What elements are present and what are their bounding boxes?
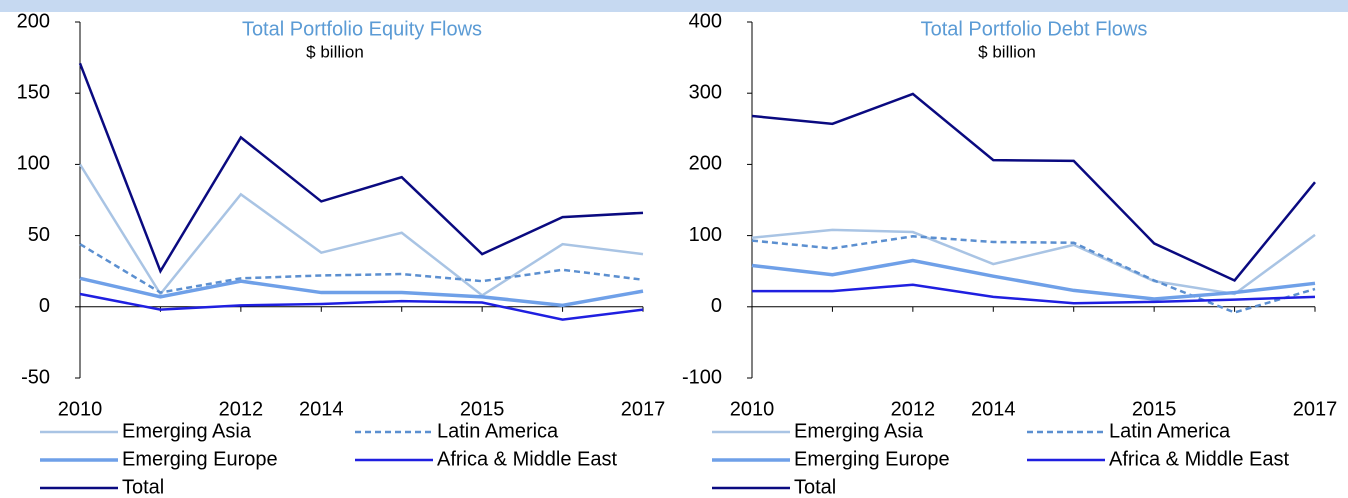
legend-label: Latin America: [1109, 420, 1231, 442]
y-tick-label: -100: [682, 366, 722, 388]
chart-title: Total Portfolio Debt Flows: [921, 18, 1148, 40]
legend-label: Emerging Europe: [122, 448, 278, 470]
x-tick-label: 2017: [621, 398, 666, 420]
x-tick-label: 2010: [58, 398, 103, 420]
series-line: [751, 235, 1316, 314]
series-line: [79, 243, 644, 294]
series-line: [79, 292, 644, 321]
series-line: [79, 276, 644, 308]
y-tick-label: 0: [711, 295, 722, 317]
x-tick-label: 2014: [971, 398, 1016, 420]
x-tick-label: 2012: [219, 398, 264, 420]
y-tick-label: 50: [28, 224, 50, 246]
series-line: [751, 92, 1316, 282]
y-tick-label: 300: [689, 81, 722, 103]
x-tick-label: 2015: [1132, 398, 1177, 420]
y-tick-label: 100: [689, 224, 722, 246]
series-line: [751, 258, 1316, 301]
x-tick-label: 2014: [299, 398, 344, 420]
y-tick-label: 0: [39, 295, 50, 317]
chart-subtitle: $ billion: [306, 42, 364, 61]
y-tick-label: 200: [689, 153, 722, 175]
legend-label: Emerging Asia: [122, 420, 252, 442]
x-tick-label: 2012: [891, 398, 936, 420]
x-tick-label: 2015: [460, 398, 505, 420]
y-tick-label: 200: [17, 10, 50, 32]
x-tick-label: 2010: [730, 398, 775, 420]
y-tick-label: 100: [17, 153, 50, 175]
legend-label: Africa & Middle East: [1109, 448, 1290, 470]
series-line: [752, 283, 1316, 305]
chart-subtitle: $ billion: [978, 42, 1036, 61]
series-line: [78, 163, 644, 297]
y-tick-label: 400: [689, 10, 722, 32]
legend-label: Total: [794, 476, 836, 498]
series-line: [751, 228, 1316, 296]
header-band: [0, 0, 1348, 12]
legend-label: Emerging Asia: [794, 420, 924, 442]
y-tick-label: 150: [17, 81, 50, 103]
y-tick-label: -50: [21, 366, 50, 388]
legend-label: Africa & Middle East: [437, 448, 618, 470]
legend-label: Emerging Europe: [794, 448, 950, 470]
series-line: [78, 62, 644, 275]
x-tick-label: 2017: [1293, 398, 1338, 420]
chart-title: Total Portfolio Equity Flows: [242, 18, 482, 40]
legend-label: Latin America: [437, 420, 559, 442]
legend-label: Total: [122, 476, 164, 498]
